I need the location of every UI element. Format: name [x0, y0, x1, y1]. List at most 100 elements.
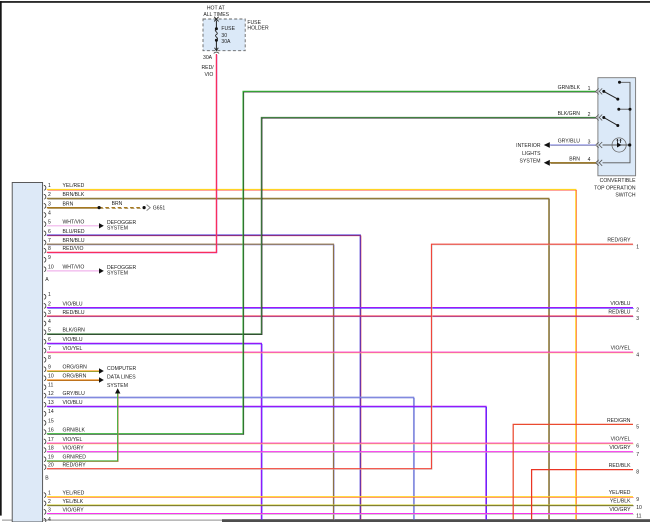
- svg-text:VIO/YEL: VIO/YEL: [611, 346, 631, 352]
- svg-text:COMPUTER: COMPUTER: [107, 366, 136, 372]
- svg-text:ALL TIMES: ALL TIMES: [203, 12, 229, 18]
- svg-text:RED/BLU: RED/BLU: [63, 310, 85, 316]
- svg-text:YEL/RED: YEL/RED: [63, 491, 85, 497]
- svg-text:LIGHTS: LIGHTS: [522, 151, 541, 157]
- svg-text:RED/GRY: RED/GRY: [607, 238, 631, 244]
- svg-text:30: 30: [221, 33, 227, 39]
- svg-text:8: 8: [48, 355, 51, 361]
- svg-text:14: 14: [48, 409, 54, 415]
- svg-text:GRN/BLK: GRN/BLK: [63, 428, 86, 434]
- svg-text:HOT AT: HOT AT: [207, 5, 225, 11]
- svg-text:3: 3: [588, 139, 591, 145]
- svg-text:SWITCH: SWITCH: [615, 192, 635, 198]
- svg-text:4: 4: [48, 319, 51, 325]
- svg-text:1: 1: [48, 491, 51, 497]
- svg-text:DATA LINES: DATA LINES: [107, 374, 136, 380]
- svg-text:G651: G651: [153, 206, 166, 212]
- svg-text:SYSTEM: SYSTEM: [520, 158, 541, 164]
- svg-text:WHT/VIO: WHT/VIO: [63, 220, 85, 226]
- svg-text:VIO/GRY: VIO/GRY: [609, 445, 631, 451]
- svg-text:CONVERTIBLE: CONVERTIBLE: [600, 178, 636, 184]
- svg-text:8: 8: [636, 470, 639, 476]
- svg-text:BRN: BRN: [112, 201, 123, 207]
- svg-text:RED/GRY: RED/GRY: [63, 463, 87, 469]
- svg-text:9: 9: [48, 255, 51, 261]
- svg-text:VIO/YEL: VIO/YEL: [611, 437, 631, 443]
- svg-text:3: 3: [48, 201, 51, 207]
- svg-text:SYSTEM: SYSTEM: [107, 226, 128, 232]
- svg-text:5: 5: [636, 425, 639, 431]
- svg-text:3: 3: [48, 310, 51, 316]
- svg-text:9: 9: [636, 497, 639, 503]
- svg-text:30A: 30A: [221, 39, 231, 45]
- svg-text:7: 7: [48, 346, 51, 352]
- svg-text:5: 5: [48, 328, 51, 334]
- svg-text:3: 3: [636, 316, 639, 322]
- svg-text:BLK/GRN: BLK/GRN: [558, 111, 581, 117]
- svg-text:B: B: [45, 476, 49, 482]
- svg-text:VIO/BLU: VIO/BLU: [63, 337, 83, 343]
- svg-text:4: 4: [636, 352, 639, 358]
- svg-text:4: 4: [48, 210, 51, 216]
- svg-text:19: 19: [48, 455, 54, 461]
- svg-text:11: 11: [48, 383, 53, 389]
- svg-text:4: 4: [588, 157, 591, 163]
- svg-text:10: 10: [48, 374, 54, 380]
- svg-text:11: 11: [636, 514, 641, 520]
- svg-text:BLU/RED: BLU/RED: [63, 229, 85, 235]
- svg-text:ORG/BRN: ORG/BRN: [63, 374, 87, 380]
- svg-text:1: 1: [48, 292, 51, 298]
- svg-text:2: 2: [48, 192, 51, 198]
- svg-text:YEL/BLK: YEL/BLK: [63, 499, 84, 505]
- svg-text:2: 2: [48, 499, 51, 505]
- svg-text:SYSTEM: SYSTEM: [107, 271, 128, 277]
- svg-text:RED/: RED/: [202, 65, 215, 71]
- svg-text:BRN: BRN: [63, 201, 74, 207]
- svg-text:VIO/BLU: VIO/BLU: [63, 400, 83, 406]
- svg-text:10: 10: [48, 265, 54, 271]
- svg-text:DEFOGGER: DEFOGGER: [107, 220, 136, 226]
- svg-text:VIO/GRY: VIO/GRY: [609, 507, 631, 513]
- svg-text:6: 6: [48, 337, 51, 343]
- svg-text:SYSTEM: SYSTEM: [107, 383, 128, 389]
- svg-text:3: 3: [48, 507, 51, 513]
- svg-text:YEL/RED: YEL/RED: [63, 183, 85, 189]
- svg-text:4: 4: [48, 517, 51, 522]
- svg-text:9: 9: [48, 365, 51, 371]
- svg-text:WHT/VIO: WHT/VIO: [63, 265, 85, 271]
- svg-text:RED/VIO: RED/VIO: [63, 246, 84, 252]
- svg-text:VIO: VIO: [205, 72, 214, 78]
- svg-text:BRN: BRN: [569, 156, 580, 162]
- svg-text:VIO/GRY: VIO/GRY: [63, 507, 85, 513]
- svg-text:5: 5: [48, 220, 51, 226]
- svg-text:GRN/RED: GRN/RED: [63, 455, 87, 461]
- svg-text:BRN/BLU: BRN/BLU: [63, 238, 85, 244]
- svg-text:1: 1: [636, 244, 639, 250]
- svg-text:7: 7: [48, 238, 51, 244]
- svg-text:30A: 30A: [203, 55, 213, 61]
- svg-text:HOLDER: HOLDER: [247, 26, 269, 32]
- svg-text:YEL/BLK: YEL/BLK: [610, 499, 631, 505]
- svg-text:YEL/RED: YEL/RED: [609, 490, 631, 496]
- svg-text:VIO/BLU: VIO/BLU: [63, 301, 83, 307]
- svg-text:FUSE: FUSE: [221, 26, 235, 32]
- svg-text:FUSE: FUSE: [247, 20, 261, 26]
- svg-text:RED/BLK: RED/BLK: [609, 463, 631, 469]
- svg-text:2: 2: [48, 301, 51, 307]
- svg-text:GRY/BLU: GRY/BLU: [558, 139, 581, 145]
- svg-text:GRY/BLU: GRY/BLU: [63, 391, 86, 397]
- svg-text:BLK/GRN: BLK/GRN: [63, 328, 86, 334]
- svg-text:6: 6: [636, 443, 639, 449]
- svg-text:2: 2: [588, 112, 591, 118]
- svg-text:8: 8: [48, 246, 51, 252]
- svg-text:10: 10: [636, 505, 642, 511]
- svg-text:RED/GRN: RED/GRN: [607, 418, 631, 424]
- svg-text:BRN/BLK: BRN/BLK: [63, 192, 85, 198]
- svg-text:15: 15: [48, 418, 54, 424]
- svg-text:INTERIOR: INTERIOR: [516, 143, 541, 149]
- svg-text:2: 2: [636, 308, 639, 314]
- svg-text:17: 17: [48, 437, 54, 443]
- svg-text:7: 7: [636, 452, 639, 458]
- svg-text:A: A: [45, 277, 49, 283]
- svg-text:13: 13: [48, 400, 54, 406]
